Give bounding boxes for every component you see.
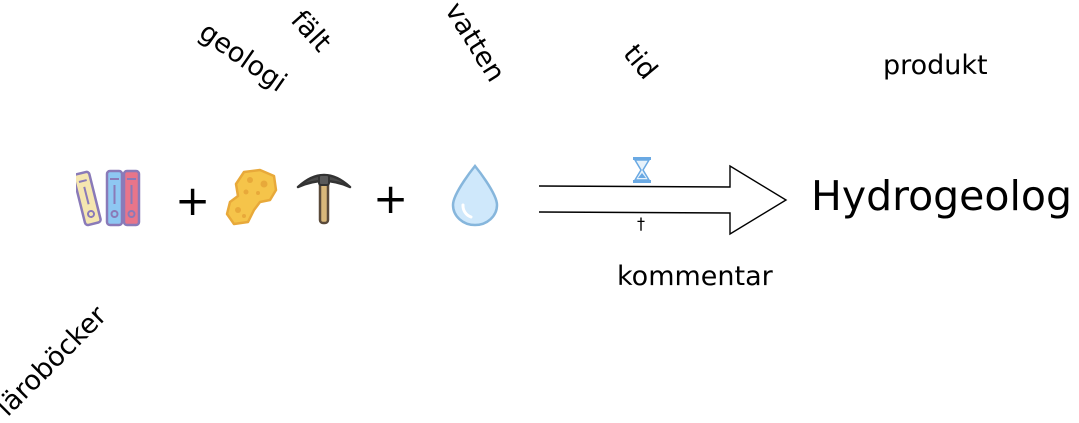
plus-operator-1: + [175,176,211,225]
gold-nugget-icon [225,168,278,226]
pickaxe-icon [296,173,352,225]
label-tid: tid [616,38,664,86]
label-vatten: vatten [438,0,512,88]
label-larobocker: läroböcker [0,300,113,423]
arrow-dagger-mark: † [637,214,645,233]
label-geologi: geologi [193,16,293,99]
water-drop-icon [451,164,499,227]
books-icon [76,169,141,227]
process-arrow [538,164,788,236]
hourglass-icon [633,157,651,183]
product-name: Hydrogeolog [811,172,1072,220]
plus-operator-2: + [373,174,409,223]
label-kommentar: kommentar [617,261,773,292]
label-produkt: produkt [883,50,988,81]
label-falt: fält [284,4,338,59]
